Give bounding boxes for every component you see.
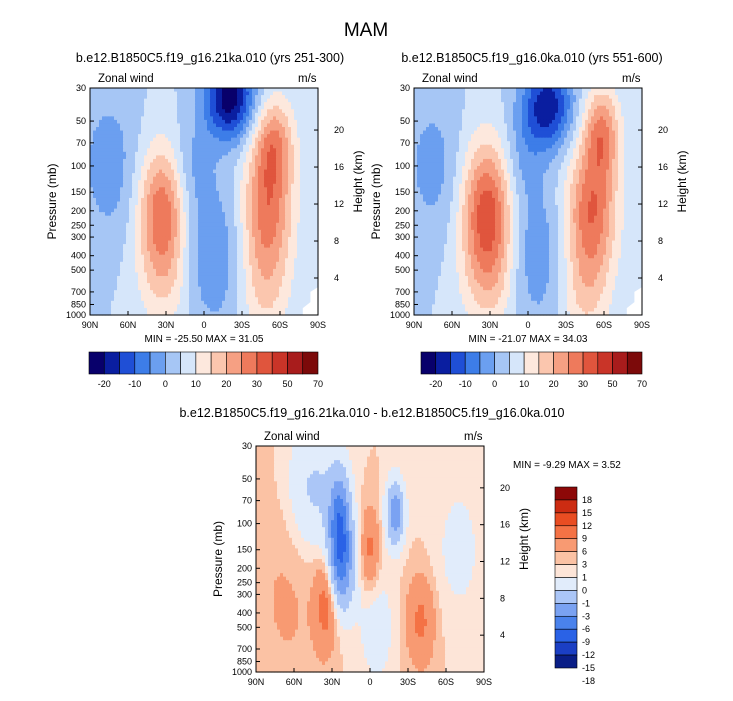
- colorbar-label: -10: [128, 379, 141, 389]
- colorbar-label: 20: [221, 379, 231, 389]
- y2-tick-label: 20: [334, 125, 344, 135]
- colorbar-swatch: [89, 352, 104, 374]
- colorbar-label: 10: [191, 379, 201, 389]
- colorbar-swatch: [257, 352, 272, 374]
- panel-units: m/s: [622, 73, 641, 85]
- y-tick-label: 150: [71, 187, 86, 197]
- colorbar-swatch: [303, 352, 318, 374]
- y-tick-label: 1000: [66, 310, 86, 320]
- x-tick-label: 60S: [272, 320, 288, 330]
- x-tick-label: 30N: [158, 320, 175, 330]
- y-tick-label: 700: [71, 287, 86, 297]
- colorbar-label: 0: [163, 379, 168, 389]
- contour-field: [90, 88, 319, 316]
- colorbar-label: -20: [98, 379, 111, 389]
- stats-text: MIN = -25.50 MAX = 31.05: [145, 334, 264, 345]
- panel-1: b.e12.B1850C5.f19_g16.21ka.010 (yrs 251-…: [45, 51, 365, 389]
- panel-left-label: Zonal wind: [422, 73, 478, 85]
- panel-units: m/s: [298, 73, 317, 85]
- y-tick-label: 300: [71, 232, 86, 242]
- y-tick-label: 100: [71, 161, 86, 171]
- y-tick-label: 30: [76, 83, 86, 93]
- panel-left-label: Zonal wind: [98, 73, 154, 85]
- colorbar-swatch: [226, 352, 241, 374]
- y2-tick-label: 16: [334, 162, 344, 172]
- y-tick-label: 70: [76, 138, 86, 148]
- y2-tick-label: 4: [334, 273, 339, 283]
- x-tick-label: 90N: [82, 320, 99, 330]
- colorbar-swatch: [135, 352, 150, 374]
- y2-axis-label: Height (km): [351, 150, 365, 212]
- colorbar-swatch: [181, 352, 196, 374]
- y-tick-label: 500: [71, 265, 86, 275]
- colorbar-swatch: [165, 352, 180, 374]
- colorbar-swatch: [150, 352, 165, 374]
- x-tick-label: 60N: [120, 320, 137, 330]
- y-tick-label: 250: [71, 220, 86, 230]
- colorbar-label: 70: [313, 379, 323, 389]
- colorbar-label: 30: [252, 379, 262, 389]
- panel-2: b.e12.B1850C5.f19_g16.0ka.010 (yrs 551-6…: [369, 51, 689, 389]
- y-tick-label: 850: [71, 299, 86, 309]
- y-tick-label: 50: [76, 116, 86, 126]
- colorbar-swatch: [287, 352, 302, 374]
- x-tick-label: 30S: [234, 320, 250, 330]
- colorbar-swatch: [242, 352, 257, 374]
- colorbar-label: 50: [282, 379, 292, 389]
- panel-title: b.e12.B1850C5.f19_g16.0ka.010 (yrs 551-6…: [401, 51, 662, 65]
- page-title: MAM: [344, 20, 388, 41]
- y-axis-label: Pressure (mb): [45, 163, 59, 239]
- colorbar-swatch: [104, 352, 119, 374]
- y-tick-label: 400: [71, 251, 86, 261]
- colorbar-swatch: [211, 352, 226, 374]
- colorbar-swatch: [196, 352, 211, 374]
- y2-tick-label: 8: [334, 236, 339, 246]
- y2-tick-label: 12: [334, 199, 344, 209]
- panel-title: b.e12.B1850C5.f19_g16.21ka.010 (yrs 251-…: [76, 51, 344, 65]
- colorbar-swatch: [120, 352, 135, 374]
- contour-field: [414, 88, 643, 316]
- colorbar: -20 -10 0 10 20 30 50 70: [89, 352, 323, 389]
- x-tick-label: 90S: [310, 320, 326, 330]
- y-tick-label: 200: [71, 206, 86, 216]
- x-tick-label: 0: [201, 320, 206, 330]
- colorbar-swatch: [272, 352, 287, 374]
